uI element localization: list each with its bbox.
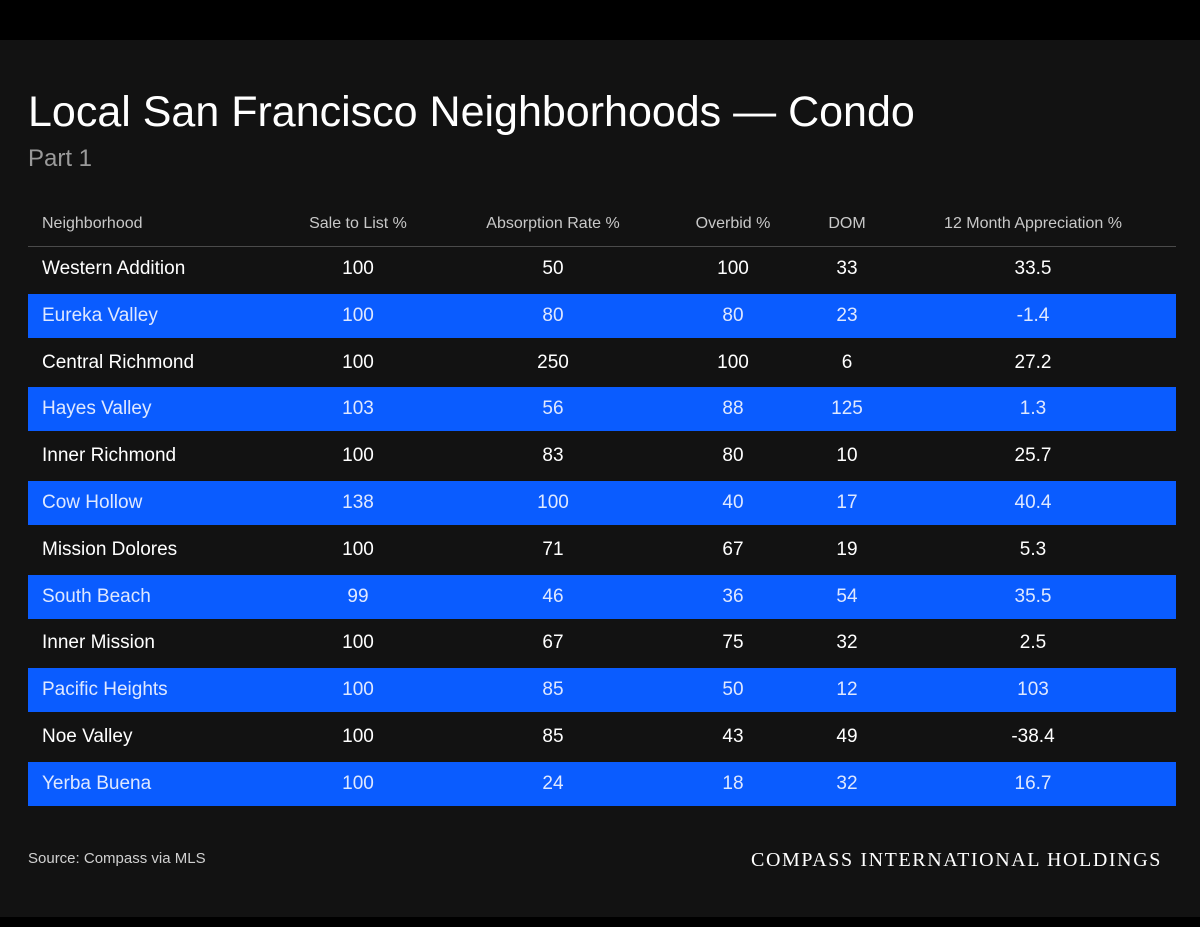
appreciation-cell: 1.3 xyxy=(1019,398,1047,420)
neighborhood-cell: Inner Richmond xyxy=(42,445,177,467)
neighborhood-cell: Eureka Valley xyxy=(42,304,158,326)
dom-cell: 17 xyxy=(836,491,858,513)
data-table: Neighborhood Sale to List % Absorption R… xyxy=(28,202,1176,806)
column-header-absorption-rate: Absorption Rate % xyxy=(486,215,620,232)
dom-cell: 23 xyxy=(836,304,858,326)
absorption-rate-cell: 100 xyxy=(537,491,569,513)
column-header-appreciation: 12 Month Appreciation % xyxy=(944,215,1122,232)
dom-cell: 125 xyxy=(831,398,863,420)
sale-to-list-cell: 100 xyxy=(342,351,374,373)
neighborhood-cell: Hayes Valley xyxy=(42,398,152,420)
neighborhood-cell: Noe Valley xyxy=(42,725,133,747)
absorption-rate-cell: 46 xyxy=(542,585,564,607)
source-note: Source: Compass via MLS xyxy=(28,850,206,867)
overbid-cell: 50 xyxy=(722,679,744,701)
appreciation-cell: 16.7 xyxy=(1014,772,1052,794)
neighborhood-cell: Pacific Heights xyxy=(42,679,168,701)
table-row: Western Addition 100 50 100 33 33.5 xyxy=(28,247,1176,291)
appreciation-cell: -1.4 xyxy=(1016,304,1050,326)
overbid-cell: 67 xyxy=(722,538,744,560)
neighborhood-cell: Yerba Buena xyxy=(42,772,152,794)
overbid-cell: 100 xyxy=(717,351,749,373)
page-subtitle: Part 1 xyxy=(28,145,93,172)
absorption-rate-cell: 67 xyxy=(542,632,564,654)
neighborhood-cell: Mission Dolores xyxy=(42,538,178,560)
dom-cell: 54 xyxy=(836,585,858,607)
overbid-cell: 80 xyxy=(722,445,744,467)
sale-to-list-cell: 103 xyxy=(342,398,374,420)
sale-to-list-cell: 100 xyxy=(342,632,374,654)
sale-to-list-cell: 100 xyxy=(342,445,374,467)
table-row: South Beach 99 46 36 54 35.5 xyxy=(28,574,1176,619)
overbid-cell: 40 xyxy=(722,491,744,513)
brand-wordmark: COMPASS INTERNATIONAL HOLDINGS xyxy=(751,849,1162,871)
appreciation-cell: 25.7 xyxy=(1014,445,1052,467)
absorption-rate-cell: 85 xyxy=(542,679,564,701)
overbid-cell: 75 xyxy=(722,632,744,654)
table-header-row: Neighborhood Sale to List % Absorption R… xyxy=(28,202,1176,247)
overbid-cell: 100 xyxy=(717,258,749,279)
table-row: Yerba Buena 100 24 18 32 16.7 xyxy=(28,761,1176,806)
table-row: Noe Valley 100 85 43 49 -38.4 xyxy=(28,715,1176,759)
absorption-rate-cell: 71 xyxy=(542,538,564,560)
dom-cell: 6 xyxy=(841,351,853,373)
appreciation-cell: 2.5 xyxy=(1019,632,1047,654)
sale-to-list-cell: 138 xyxy=(342,491,374,513)
table-row: Inner Mission 100 67 75 32 2.5 xyxy=(28,621,1176,665)
table-row: Inner Richmond 100 83 80 10 25.7 xyxy=(28,434,1176,478)
sale-to-list-cell: 100 xyxy=(342,725,374,747)
dom-cell: 49 xyxy=(836,725,858,747)
table-row: Pacific Heights 100 85 50 12 103 xyxy=(28,668,1176,713)
overbid-cell: 36 xyxy=(722,585,744,607)
neighborhood-cell: Western Addition xyxy=(42,258,186,279)
absorption-rate-cell: 80 xyxy=(542,304,564,326)
column-header-dom: DOM xyxy=(828,215,866,232)
dom-cell: 32 xyxy=(836,632,858,654)
column-header-sale-to-list: Sale to List % xyxy=(309,215,407,232)
absorption-rate-cell: 24 xyxy=(542,772,564,794)
sale-to-list-cell: 100 xyxy=(342,304,374,326)
column-header-neighborhood: Neighborhood xyxy=(42,215,143,232)
sale-to-list-cell: 99 xyxy=(347,585,369,607)
overbid-cell: 43 xyxy=(722,725,744,747)
table-row: Mission Dolores 100 71 67 19 5.3 xyxy=(28,528,1176,572)
appreciation-cell: 40.4 xyxy=(1014,491,1052,513)
neighborhood-cell: Inner Mission xyxy=(42,632,155,654)
sale-to-list-cell: 100 xyxy=(342,258,374,279)
table-row: Central Richmond 100 250 100 6 27.2 xyxy=(28,341,1176,385)
sale-to-list-cell: 100 xyxy=(342,538,374,560)
sale-to-list-cell: 100 xyxy=(342,772,374,794)
overbid-cell: 80 xyxy=(722,304,744,326)
absorption-rate-cell: 83 xyxy=(542,445,564,467)
column-header-overbid: Overbid % xyxy=(695,215,771,232)
overbid-cell: 88 xyxy=(722,398,744,420)
absorption-rate-cell: 85 xyxy=(542,725,564,747)
dom-cell: 10 xyxy=(836,445,858,467)
dom-cell: 19 xyxy=(836,538,858,560)
absorption-rate-cell: 50 xyxy=(542,258,564,279)
appreciation-cell: 5.3 xyxy=(1019,538,1047,560)
neighborhood-cell: Cow Hollow xyxy=(42,491,143,513)
overbid-cell: 18 xyxy=(722,772,744,794)
table-row: Hayes Valley 103 56 88 125 1.3 xyxy=(28,387,1176,432)
appreciation-cell: 27.2 xyxy=(1014,351,1052,373)
table-row: Cow Hollow 138 100 40 17 40.4 xyxy=(28,480,1176,525)
dom-cell: 12 xyxy=(836,679,858,701)
absorption-rate-cell: 250 xyxy=(537,351,569,373)
table-row: Eureka Valley 100 80 80 23 -1.4 xyxy=(28,293,1176,338)
appreciation-cell: 103 xyxy=(1017,679,1049,701)
neighborhood-cell: South Beach xyxy=(42,585,151,607)
absorption-rate-cell: 56 xyxy=(542,398,564,420)
dom-cell: 32 xyxy=(836,772,858,794)
dom-cell: 33 xyxy=(836,258,858,279)
sale-to-list-cell: 100 xyxy=(342,679,374,701)
appreciation-cell: 33.5 xyxy=(1014,258,1052,279)
neighborhood-cell: Central Richmond xyxy=(42,351,195,373)
appreciation-cell: 35.5 xyxy=(1014,585,1052,607)
appreciation-cell: -38.4 xyxy=(1011,725,1055,747)
page-title: Local San Francisco Neighborhoods — Cond… xyxy=(28,88,915,136)
